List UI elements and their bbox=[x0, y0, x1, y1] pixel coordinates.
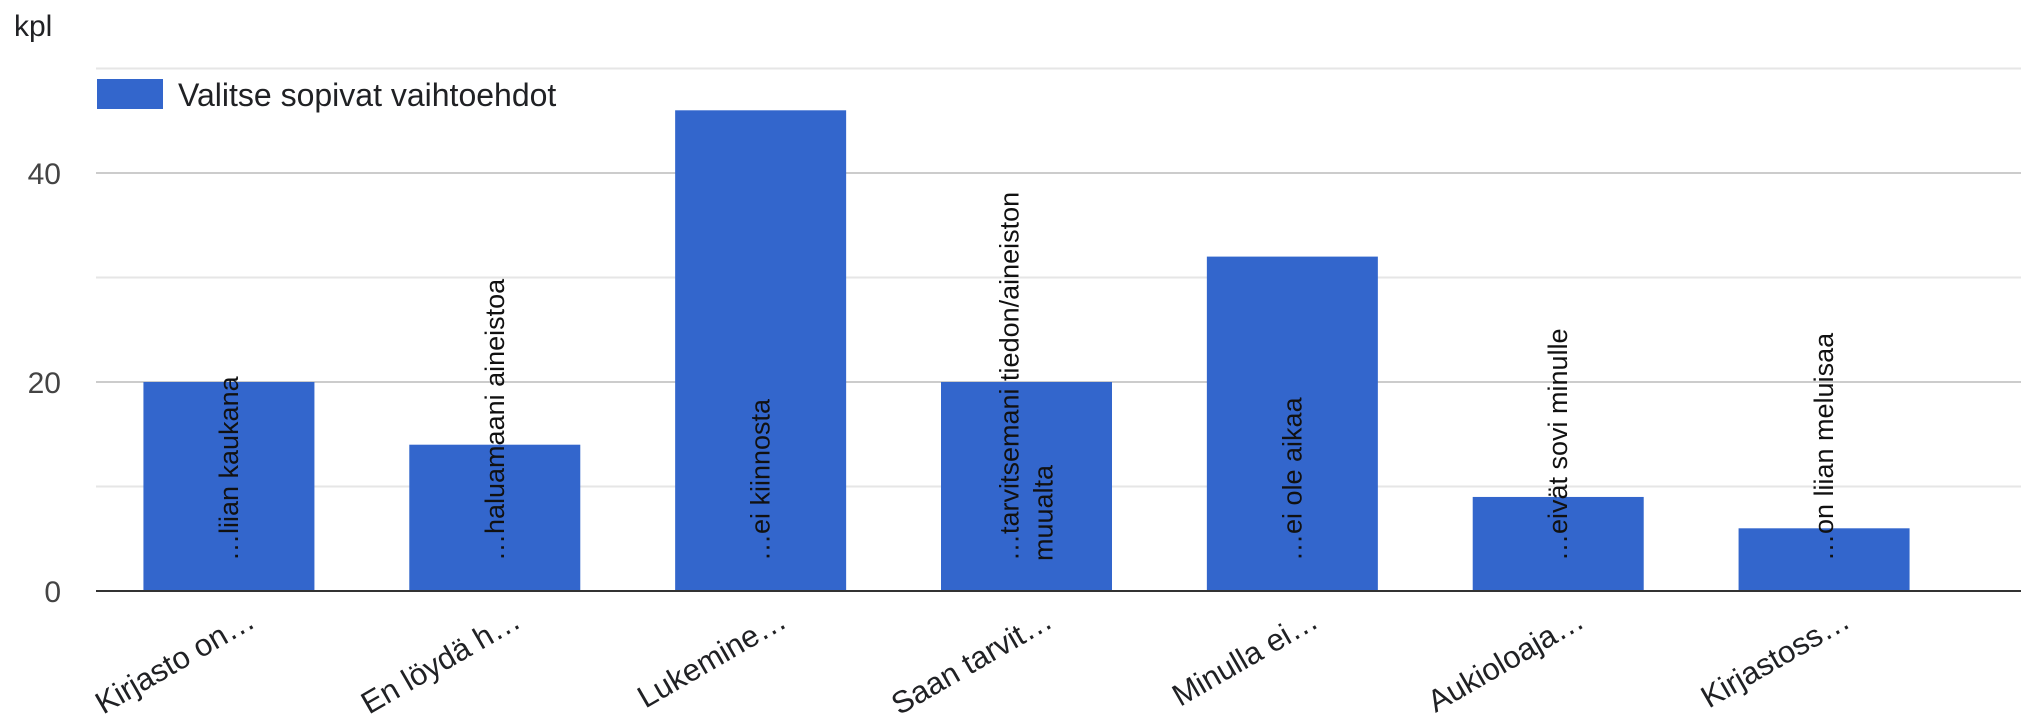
bar[interactable] bbox=[1738, 528, 1910, 591]
y-tick-label: 20 bbox=[28, 367, 61, 400]
bar[interactable] bbox=[1206, 256, 1378, 591]
data-labels: …liian kaukana …haluamaani aineistoa …ei k… bbox=[214, 192, 1839, 561]
x-category-label: Saan tarvit… bbox=[885, 602, 1058, 722]
y-tick-label: 40 bbox=[28, 158, 61, 191]
x-axis-category-labels: Kirjasto on… En löydä h… Lukemine… Saan tar… bbox=[89, 602, 1855, 722]
x-category-label: Minulla ei… bbox=[1166, 602, 1324, 713]
legend[interactable]: Valitse sopivat vaihtoehdot bbox=[97, 77, 556, 113]
bar[interactable] bbox=[941, 382, 1112, 591]
x-category-label: Kirjasto on… bbox=[89, 602, 260, 721]
legend-swatch bbox=[97, 79, 163, 109]
data-label: …liian kaukana bbox=[214, 375, 244, 561]
data-label: …ei kiinnosta bbox=[746, 398, 776, 561]
bar[interactable] bbox=[409, 444, 581, 591]
gridlines bbox=[96, 67, 2021, 488]
bar[interactable] bbox=[143, 382, 315, 591]
x-category-label: Kirjastoss… bbox=[1695, 602, 1856, 715]
data-label: …ei ole aikaa bbox=[1277, 396, 1307, 561]
y-axis-ticks: 0 20 40 bbox=[28, 158, 61, 609]
x-category-label: Lukemine… bbox=[631, 602, 792, 715]
x-category-label: En löydä h… bbox=[355, 602, 526, 721]
data-label: …eivät sovi minulle bbox=[1543, 328, 1573, 561]
bar[interactable] bbox=[675, 110, 847, 592]
x-category-label: Aukioloaja… bbox=[1421, 602, 1589, 719]
data-label: …tarvitsemani tiedon/aineiston bbox=[995, 192, 1025, 561]
data-label: …on liian meluisaa bbox=[1809, 332, 1839, 561]
data-label: muualta bbox=[1029, 464, 1059, 561]
legend-label: Valitse sopivat vaihtoehdot bbox=[178, 77, 556, 113]
y-axis-unit-label: kpl bbox=[14, 10, 52, 43]
bar[interactable] bbox=[1472, 496, 1644, 591]
data-label: …haluamaani aineistoa bbox=[480, 278, 510, 561]
bars bbox=[143, 110, 1910, 592]
y-tick-label: 0 bbox=[44, 576, 61, 609]
